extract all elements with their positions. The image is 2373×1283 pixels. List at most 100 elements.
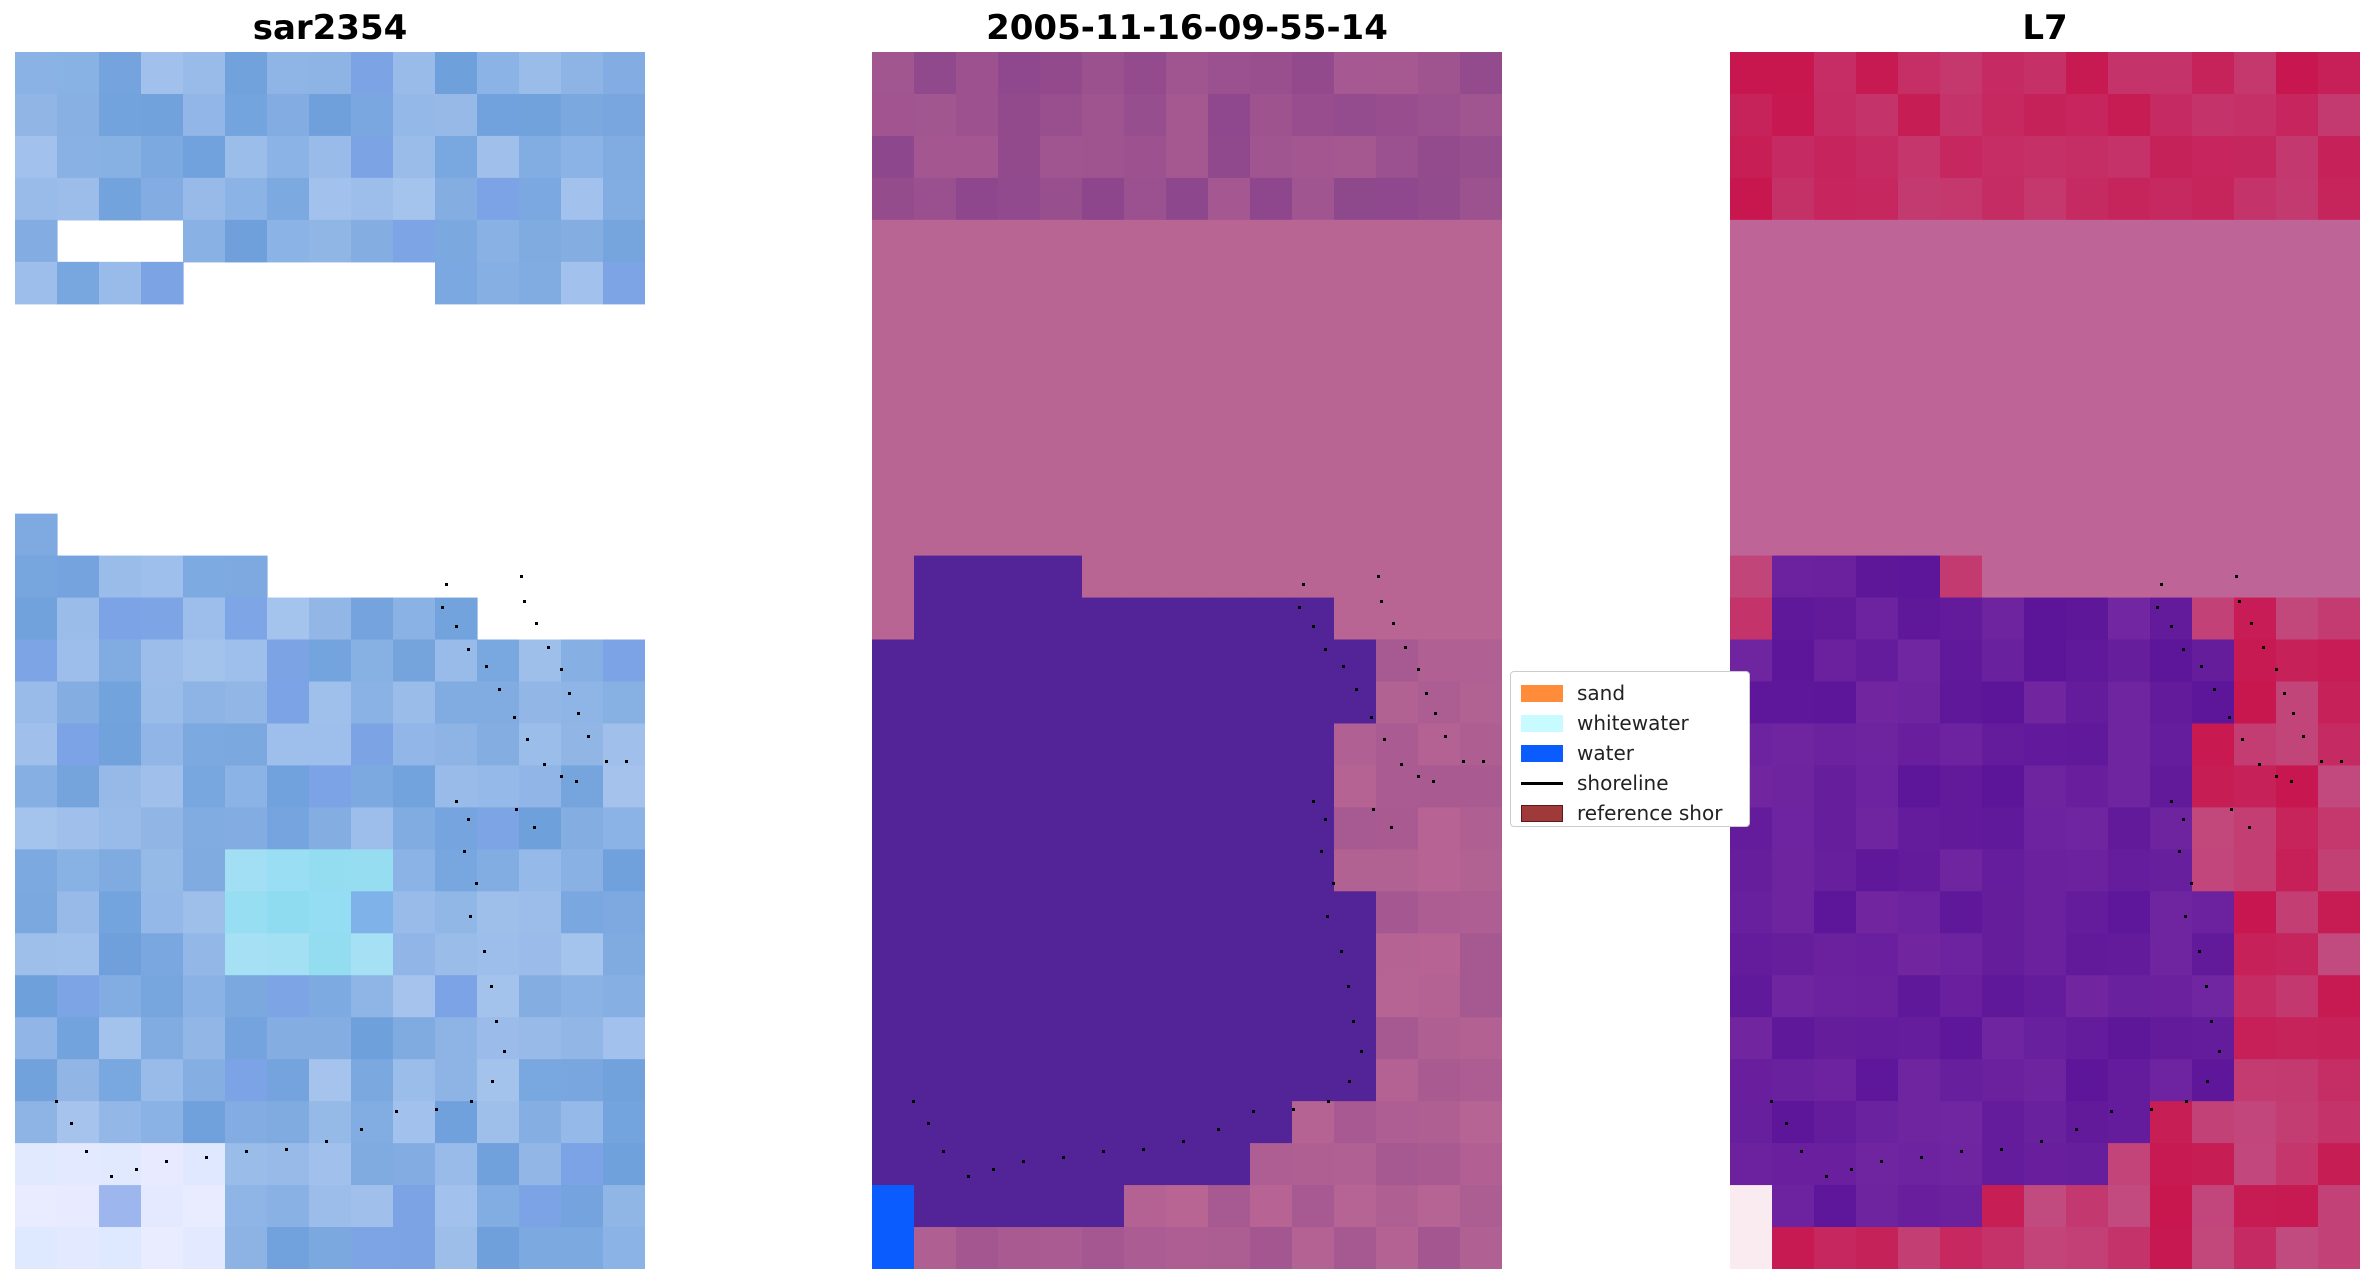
image-pixel — [1040, 723, 1083, 767]
image-pixel — [2024, 471, 2067, 515]
image-pixel — [1250, 1227, 1293, 1269]
image-pixel — [1124, 765, 1167, 808]
image-pixel — [1166, 1059, 1209, 1102]
image-pixel — [1040, 1101, 1083, 1144]
image-pixel — [2066, 1101, 2109, 1144]
image-pixel — [435, 597, 478, 641]
image-pixel — [1772, 1143, 1815, 1186]
image-pixel — [1460, 345, 1502, 389]
image-pixel — [1082, 429, 1125, 473]
image-pixel — [393, 1185, 436, 1228]
image-pixel — [1166, 177, 1209, 221]
image-pixel — [309, 681, 352, 725]
image-pixel — [956, 1059, 999, 1102]
image-pixel — [141, 1227, 184, 1269]
shoreline-point — [467, 818, 470, 821]
image-pixel — [1040, 135, 1083, 179]
image-pixel — [998, 891, 1041, 934]
image-pixel — [1166, 135, 1209, 179]
image-pixel — [1772, 219, 1815, 263]
image-pixel — [872, 555, 915, 599]
image-pixel — [2108, 261, 2151, 305]
image-pixel — [956, 597, 999, 641]
image-pixel — [2234, 52, 2277, 95]
image-pixel — [57, 555, 100, 599]
shoreline-point — [2200, 665, 2203, 668]
image-pixel — [351, 135, 394, 179]
image-pixel — [2150, 261, 2193, 305]
classified-image — [872, 52, 1502, 1269]
image-pixel — [1772, 513, 1815, 557]
image-pixel — [267, 1017, 310, 1060]
image-pixel — [603, 93, 645, 137]
shoreline-point — [1352, 1020, 1355, 1023]
image-pixel — [998, 345, 1041, 389]
image-pixel — [1982, 1017, 2025, 1060]
image-pixel — [1814, 345, 1857, 389]
image-pixel — [1730, 891, 1773, 934]
image-pixel — [561, 1143, 604, 1186]
image-pixel — [57, 639, 100, 683]
image-pixel — [351, 1143, 394, 1186]
shoreline-point — [2075, 1128, 2078, 1131]
image-pixel — [393, 1227, 436, 1269]
image-pixel — [435, 219, 478, 263]
image-pixel — [1166, 891, 1209, 934]
image-pixel — [2192, 723, 2235, 767]
shoreline-point — [1312, 800, 1315, 803]
image-pixel — [57, 849, 100, 892]
image-pixel — [1418, 471, 1461, 515]
shoreline-point — [2040, 1140, 2043, 1143]
image-pixel — [998, 1059, 1041, 1102]
shoreline-point — [503, 1050, 506, 1053]
shoreline-point — [2206, 1080, 2209, 1083]
image-pixel — [2318, 135, 2360, 179]
image-pixel — [2066, 135, 2109, 179]
image-pixel — [2066, 471, 2109, 515]
image-pixel — [956, 1017, 999, 1060]
image-pixel — [1124, 723, 1167, 767]
image-pixel — [141, 261, 184, 305]
image-pixel — [2276, 555, 2319, 599]
image-pixel — [914, 387, 957, 431]
image-pixel — [2276, 891, 2319, 934]
image-pixel — [435, 891, 478, 934]
image-pixel — [956, 303, 999, 347]
image-pixel — [309, 1017, 352, 1060]
image-pixel — [1418, 1059, 1461, 1102]
image-pixel — [914, 345, 957, 389]
image-pixel — [183, 1059, 226, 1102]
image-pixel — [2276, 1017, 2319, 1060]
shoreline-point — [2238, 600, 2241, 603]
shoreline-point — [1377, 575, 1380, 578]
image-pixel — [1982, 219, 2025, 263]
image-pixel — [99, 975, 142, 1018]
image-pixel — [393, 975, 436, 1018]
image-pixel — [603, 261, 645, 305]
image-pixel — [914, 723, 957, 767]
image-pixel — [1898, 975, 1941, 1018]
shoreline-point — [1348, 1080, 1351, 1083]
image-pixel — [1940, 765, 1983, 808]
image-pixel — [1814, 807, 1857, 850]
image-pixel — [57, 1017, 100, 1060]
image-pixel — [435, 681, 478, 725]
image-pixel — [435, 177, 478, 221]
image-pixel — [2066, 891, 2109, 934]
image-pixel — [1334, 471, 1377, 515]
image-pixel — [1772, 1059, 1815, 1102]
image-pixel — [1856, 261, 1899, 305]
image-pixel — [1418, 387, 1461, 431]
image-pixel — [1940, 303, 1983, 347]
image-pixel — [435, 1101, 478, 1144]
shoreline-point — [2235, 575, 2238, 578]
image-pixel — [1334, 93, 1377, 137]
image-pixel — [1292, 849, 1335, 892]
shoreline-point — [2262, 646, 2265, 649]
image-pixel — [309, 1059, 352, 1102]
shoreline-point — [2205, 985, 2208, 988]
image-pixel — [1208, 1143, 1251, 1186]
image-pixel — [1982, 471, 2025, 515]
image-pixel — [1772, 52, 1815, 95]
image-pixel — [1040, 1017, 1083, 1060]
